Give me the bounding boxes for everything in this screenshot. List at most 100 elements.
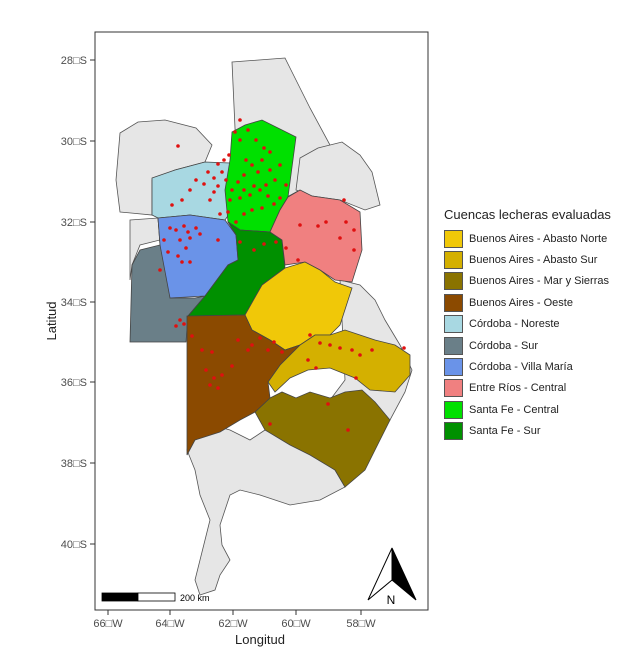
legend-swatch (444, 272, 463, 291)
legend-title: Cuencas lecheras evaluadas (444, 207, 611, 222)
sample-point (244, 158, 248, 162)
sample-point (186, 230, 190, 234)
sample-point (218, 212, 222, 216)
sample-point (260, 206, 264, 210)
sample-point (328, 343, 332, 347)
legend-swatch (444, 293, 463, 312)
sample-point (162, 238, 166, 242)
sample-point (212, 190, 216, 194)
sample-point (370, 348, 374, 352)
x-tick-label: 66□W (93, 618, 123, 630)
sample-point (352, 228, 356, 232)
sample-point (350, 348, 354, 352)
sample-point (180, 198, 184, 202)
legend-swatch (444, 358, 463, 377)
scale-bar: 200 km (101, 592, 210, 603)
legend-swatch (444, 379, 463, 398)
y-tick-label: 32□S (61, 217, 87, 229)
sample-point (258, 188, 262, 192)
sample-point (280, 350, 284, 354)
sample-point (220, 170, 224, 174)
sample-point (268, 422, 272, 426)
sample-point (168, 226, 172, 230)
sample-point (208, 383, 212, 387)
sample-point (216, 238, 220, 242)
sample-point (228, 198, 232, 202)
sample-point (272, 340, 276, 344)
sample-point (158, 268, 162, 272)
sample-point (188, 188, 192, 192)
sample-point (246, 348, 250, 352)
legend-item: Entre Ríos - Central (444, 378, 629, 399)
legend-swatch (444, 400, 463, 419)
legend-label: Buenos Aires - Abasto Sur (469, 254, 598, 267)
legend-swatch (444, 336, 463, 355)
sample-point (233, 130, 237, 134)
sample-point (272, 202, 276, 206)
sample-point (284, 183, 288, 187)
sample-point (208, 198, 212, 202)
y-tick-label: 36□S (61, 377, 87, 389)
x-tick-label: 64□W (155, 618, 185, 630)
sample-point (178, 238, 182, 242)
legend-label: Buenos Aires - Oeste (469, 296, 573, 309)
sample-point (284, 246, 288, 250)
sample-point (242, 173, 246, 177)
sample-point (318, 341, 322, 345)
sample-point (178, 318, 182, 322)
scale-bar-white (137, 592, 176, 602)
scale-bar-label: 200 km (180, 593, 210, 603)
sample-point (314, 366, 318, 370)
legend-label: Córdoba - Sur (469, 339, 539, 352)
sample-point (206, 170, 210, 174)
sample-point (296, 258, 300, 262)
sample-point (166, 250, 170, 254)
sample-point (202, 182, 206, 186)
sample-point (226, 210, 230, 214)
sample-point (266, 348, 270, 352)
legend-label: Santa Fe - Sur (469, 425, 541, 438)
sample-point (260, 158, 264, 162)
sample-point (308, 333, 312, 337)
sample-point (174, 324, 178, 328)
sample-point (210, 350, 214, 354)
sample-point (342, 198, 346, 202)
sample-point (252, 184, 256, 188)
sample-points (158, 118, 406, 432)
sample-point (216, 386, 220, 390)
legend-label: Entre Ríos - Central (469, 382, 567, 395)
sample-point (402, 346, 406, 350)
sample-point (238, 196, 242, 200)
sample-point (258, 336, 262, 340)
legend-item: Buenos Aires - Abasto Norte (444, 228, 629, 249)
legend-item: Buenos Aires - Mar y Sierras (444, 271, 629, 292)
sample-point (358, 353, 362, 357)
legend-item: Córdoba - Villa María (444, 356, 629, 377)
sample-point (238, 138, 242, 142)
legend-label: Córdoba - Villa María (469, 361, 573, 374)
legend: Cuencas lecheras evaluadas Buenos Aires … (444, 207, 629, 442)
sample-point (216, 162, 220, 166)
sample-point (212, 176, 216, 180)
x-axis-title: Longitud (235, 632, 285, 647)
sample-point (212, 376, 216, 380)
sample-point (248, 193, 252, 197)
sample-point (262, 242, 266, 246)
sample-point (170, 203, 174, 207)
sample-point (180, 260, 184, 264)
sample-point (254, 138, 258, 142)
sample-point (273, 178, 277, 182)
sample-point (234, 220, 238, 224)
sample-point (236, 338, 240, 342)
legend-item: Santa Fe - Sur (444, 421, 629, 442)
sample-point (238, 118, 242, 122)
north-arrow-icon: N (367, 547, 417, 607)
sample-point (256, 170, 260, 174)
basin-entre-rios (269, 189, 363, 283)
sample-point (230, 364, 234, 368)
legend-label: Buenos Aires - Abasto Norte (469, 232, 608, 245)
sample-point (252, 248, 256, 252)
sample-point (250, 163, 254, 167)
legend-item: Buenos Aires - Abasto Sur (444, 249, 629, 270)
